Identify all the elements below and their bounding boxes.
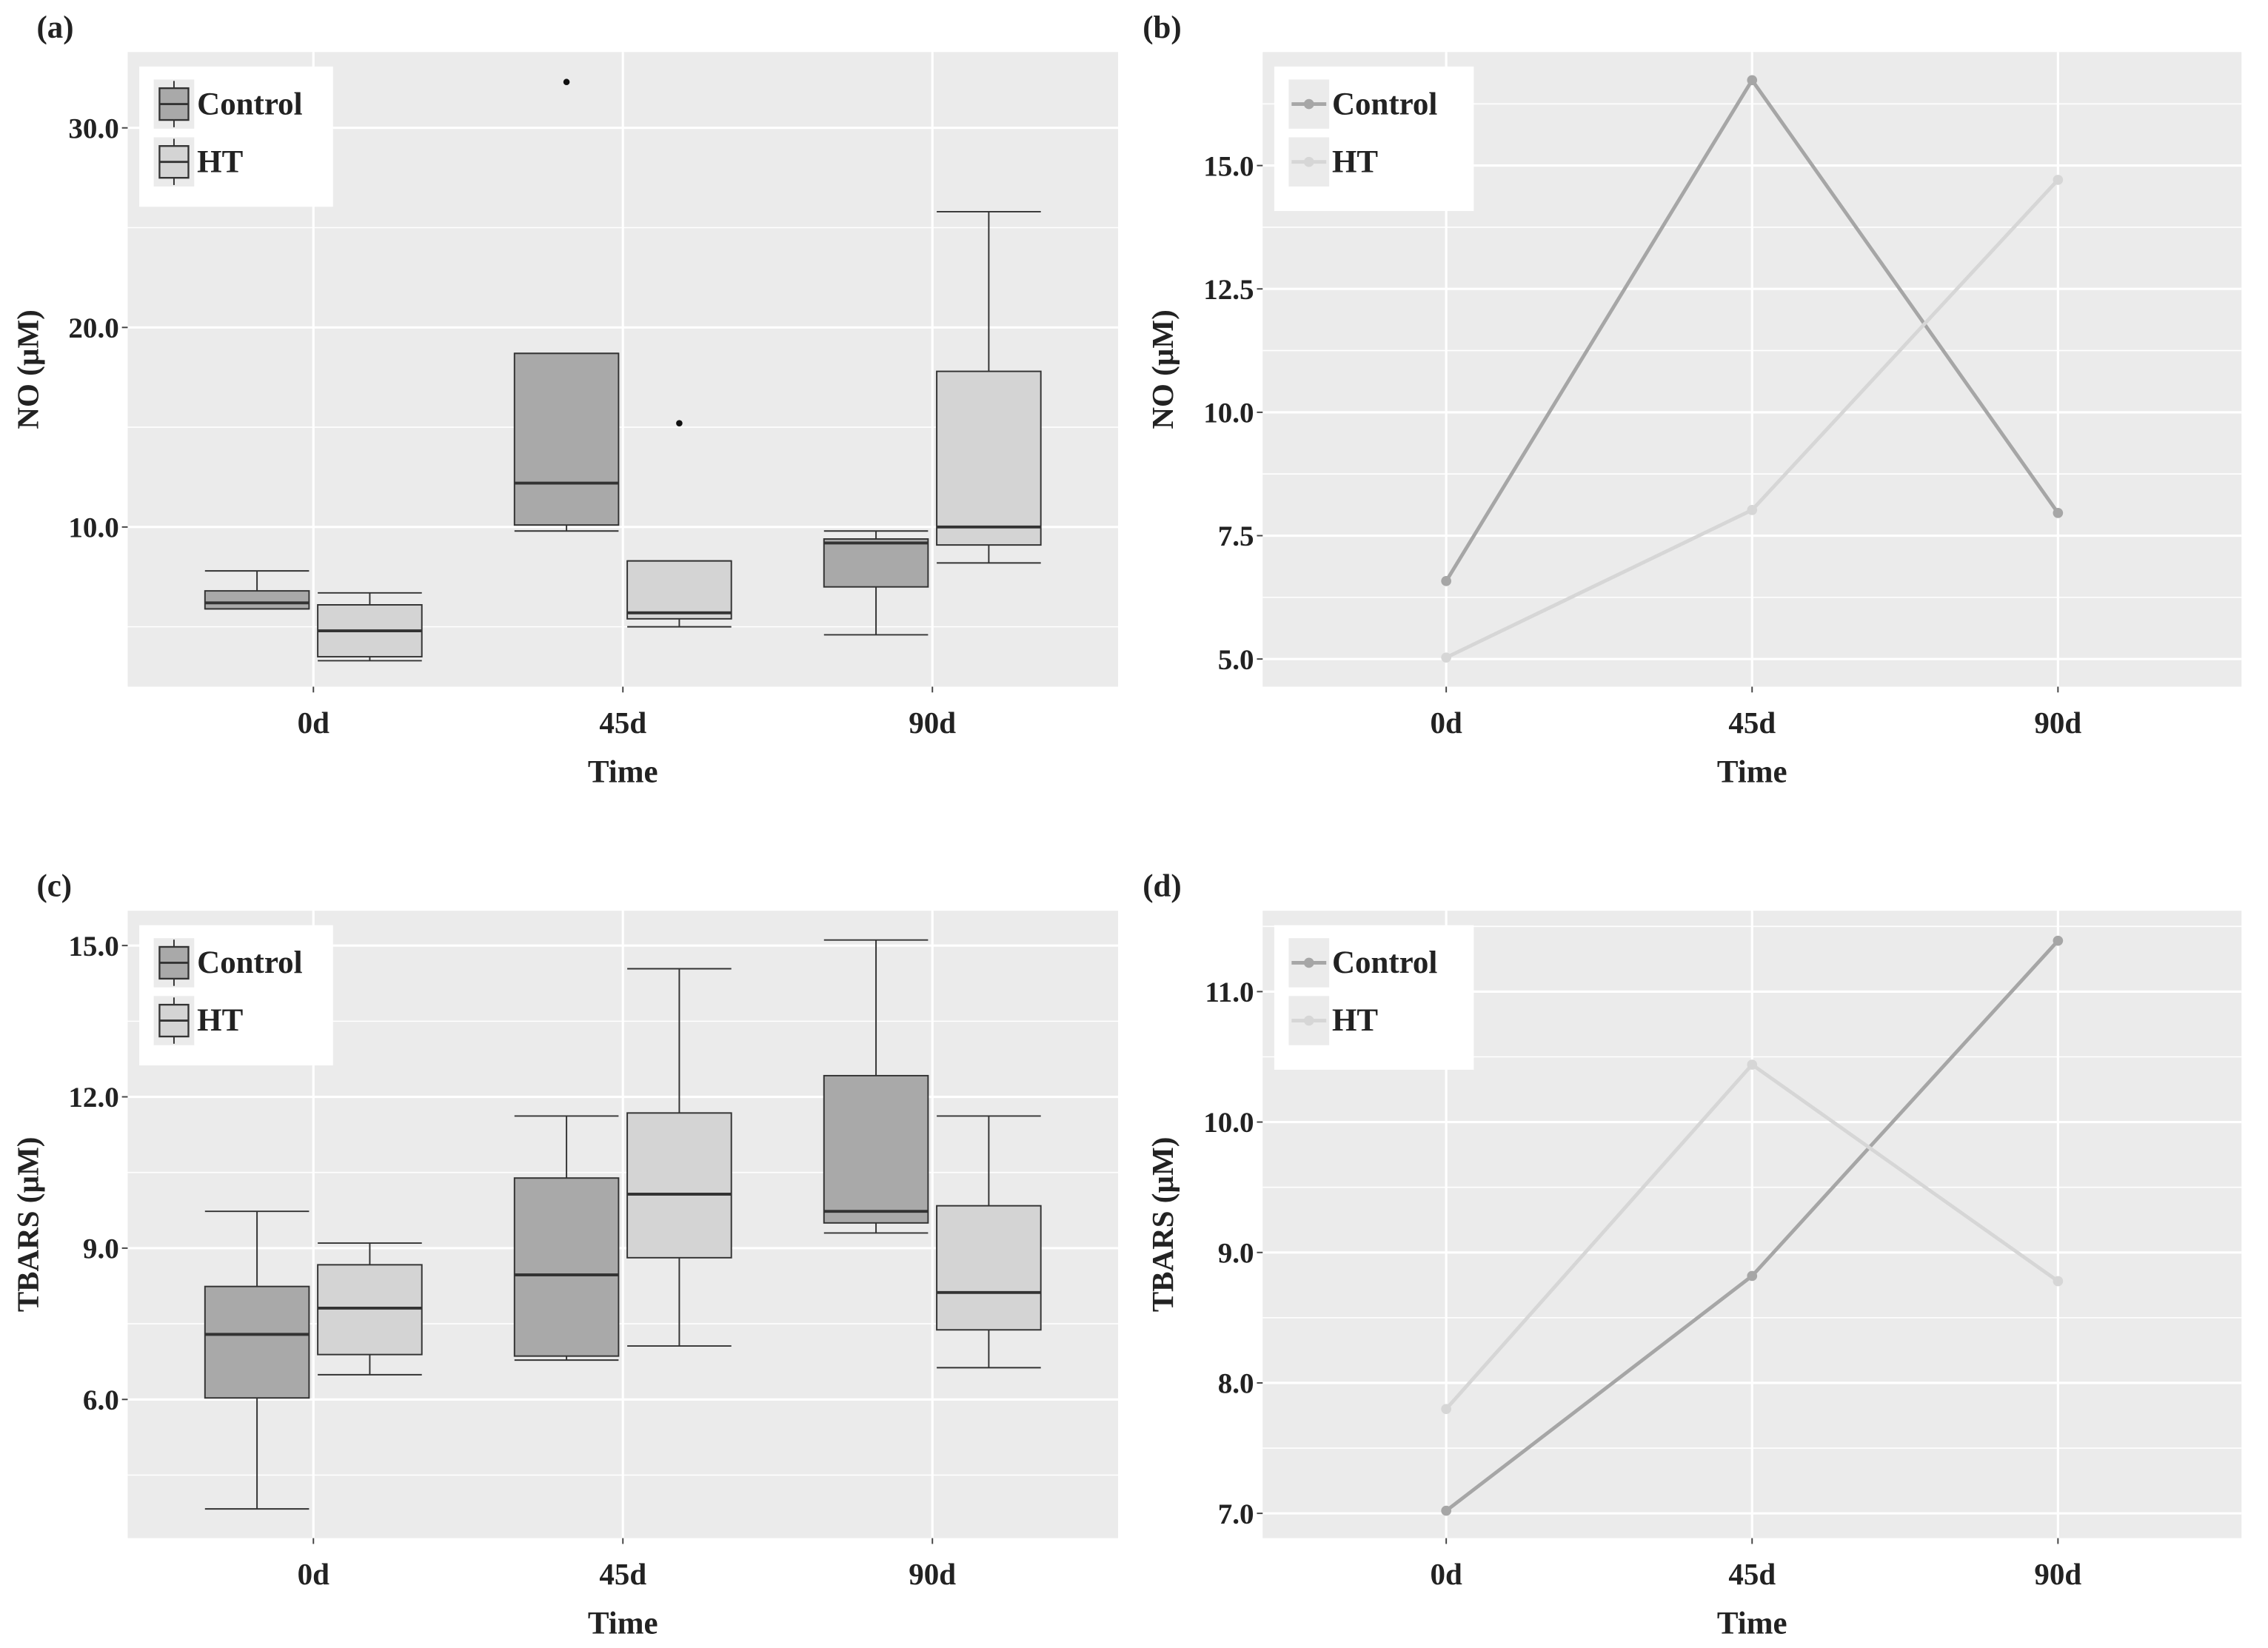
point-ht [2053,175,2064,185]
x-tick-label: 45d [1728,1557,1776,1591]
y-tick-label: 7.5 [1218,520,1254,552]
x-tick-label: 0d [1430,1557,1462,1591]
box-iqr [626,1112,732,1259]
x-tick-label: 45d [1728,706,1776,740]
legend: Control HT [139,925,333,1066]
box-iqr [513,352,620,526]
y-tick-label: 20.0 [68,312,118,344]
x-axis-title: Time [588,754,658,789]
y-tick-label: 5.0 [1218,644,1254,676]
y-tick-label: 9.0 [83,1233,119,1265]
panel-label: (b) [1143,10,1181,45]
y-tick-label: 15.0 [68,931,118,962]
legend-key-point [1303,156,1314,167]
legend: Control HT [1274,66,1474,212]
x-tick-label: 90d [909,706,956,740]
y-tick-label: 7.0 [1218,1498,1254,1530]
x-tick-label: 90d [2034,706,2081,740]
box-ht-45d [626,968,732,1347]
x-tick-label: 45d [599,706,646,740]
point-ht [1441,652,1451,663]
legend: Control HT [139,66,333,207]
legend-key-point [1303,98,1314,110]
box-iqr [823,1074,929,1224]
box-iqr [626,560,732,620]
x-tick-label: 0d [298,706,330,740]
panel-label: (a) [36,10,73,45]
box-iqr [936,370,1042,546]
box-control-0d [204,1210,310,1510]
legend-key-point [1303,957,1314,968]
point-control [1441,576,1451,586]
legend: Control HT [1274,925,1474,1070]
x-tick-label: 90d [2034,1557,2081,1591]
box-iqr [513,1177,620,1357]
legend-label: HT [1332,1003,1378,1038]
point-ht [1747,1059,1758,1070]
box-control-45d [513,1115,620,1361]
y-axis-title: TBARS (µM) [10,1137,44,1313]
point-control [1441,1505,1451,1516]
y-tick-label: 10.0 [68,512,118,544]
box-ht-45d [626,420,732,628]
x-tick-label: 45d [599,1557,646,1591]
legend-label: Control [197,87,302,121]
point-ht [2053,1276,2064,1287]
box-control-0d [204,570,310,610]
box-control-90d [823,530,929,636]
legend-key-point [1303,1015,1314,1026]
y-tick-label: 12.5 [1203,274,1254,306]
point-control [1747,1270,1758,1282]
box-control-90d [823,939,929,1234]
y-tick-label: 10.0 [1203,1107,1254,1139]
box-ht-90d [936,1115,1042,1369]
y-tick-label: 10.0 [1203,398,1254,429]
legend-label: Control [1332,945,1437,980]
legend-label: HT [197,1003,243,1038]
box-iqr [204,590,310,610]
panel-label: (d) [1143,869,1181,904]
legend-label: Control [1332,87,1437,121]
panel-c: (c) 6.0 9.0 12.0 15.0 0d 45d 90d Time TBARS (µM) C… [10,869,1119,1641]
y-tick-label: 9.0 [1218,1237,1254,1269]
y-tick-label: 12.0 [68,1082,118,1113]
y-tick-label: 15.0 [1203,150,1254,182]
legend-label: Control [197,945,302,980]
box-iqr [936,1205,1042,1331]
panel-label: (c) [36,869,72,904]
point-ht [1747,505,1758,515]
point-control [2053,508,2064,518]
x-tick-label: 90d [909,1557,956,1591]
panel-a: (a) 10.0 20.0 30.0 0d 45d 90d Time NO (µM) Contro… [10,10,1119,789]
panel-d: (d) 7.0 8.0 9.0 10.0 11.0 0d 45d 90d Time TBARS (µ… [1143,869,2242,1641]
point-control [2053,935,2064,946]
y-tick-label: 6.0 [83,1384,119,1416]
box-iqr [204,1285,310,1399]
point-ht [1441,1404,1451,1415]
outlier-point [563,78,570,86]
x-axis-title: Time [588,1606,658,1641]
y-tick-label: 8.0 [1218,1368,1254,1400]
y-axis-title: NO (µM) [10,309,44,429]
legend-label: HT [1332,144,1378,179]
x-axis-title: Time [1717,1606,1787,1641]
y-tick-label: 30.0 [68,113,118,144]
x-tick-label: 0d [1430,706,1462,740]
x-tick-label: 0d [298,1557,330,1591]
box-iqr [317,1264,423,1356]
y-axis-title: TBARS (µM) [1145,1137,1180,1313]
legend-label: HT [197,144,243,179]
y-axis-title: NO (µM) [1145,309,1180,429]
point-control [1747,75,1758,86]
panel-b: (b) 5.0 7.5 10.0 12.5 15.0 0d 45d 90d Time NO (µM)… [1143,10,2242,789]
outlier-point [676,420,683,426]
box-ht-0d [317,1242,423,1376]
box-ht-90d [936,210,1042,564]
box-control-45d [513,78,620,532]
y-tick-label: 11.0 [1205,977,1254,1008]
x-axis-title: Time [1717,754,1787,789]
box-iqr [823,538,929,588]
box-ht-0d [317,592,423,662]
